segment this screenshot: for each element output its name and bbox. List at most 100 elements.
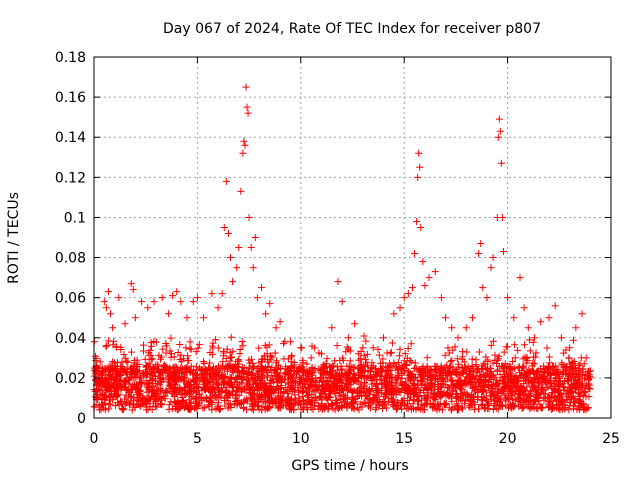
data-point-dense xyxy=(237,388,245,396)
data-point-dense xyxy=(133,363,141,371)
data-point xyxy=(249,264,257,272)
data-point xyxy=(578,310,586,318)
data-point xyxy=(100,298,108,306)
data-point-dense xyxy=(260,398,268,406)
data-point-dense xyxy=(109,358,117,366)
data-point-dense xyxy=(282,369,290,377)
data-point-dense xyxy=(131,380,139,388)
data-point-dense xyxy=(393,380,401,388)
data-point-dense xyxy=(129,400,137,408)
data-point xyxy=(572,324,580,332)
data-point-dense xyxy=(563,395,571,403)
data-point-dense xyxy=(207,378,215,386)
data-point xyxy=(334,278,342,286)
data-point-dense xyxy=(389,385,397,393)
data-point-dense xyxy=(255,405,263,413)
data-point-dense xyxy=(345,367,353,375)
y-tick-label: 0.16 xyxy=(55,90,86,106)
data-point-dense xyxy=(177,364,185,372)
data-point-dense xyxy=(288,352,296,360)
data-point-dense xyxy=(139,347,147,355)
data-point-dense xyxy=(545,369,553,377)
data-point-dense xyxy=(147,342,155,350)
x-tick-label: 20 xyxy=(499,431,517,447)
data-point-dense xyxy=(105,396,113,404)
data-point-dense xyxy=(284,379,292,387)
y-tick-label: 0.08 xyxy=(55,251,86,267)
data-point xyxy=(109,324,117,332)
data-point-dense xyxy=(375,351,383,359)
data-point-dense xyxy=(193,372,201,380)
data-point-dense xyxy=(241,386,249,394)
data-point-dense xyxy=(159,393,167,401)
data-point-dense xyxy=(163,388,171,396)
data-point-dense xyxy=(214,399,222,407)
data-point-dense xyxy=(180,398,188,406)
data-point xyxy=(489,254,497,262)
data-point-dense xyxy=(563,363,571,371)
data-point-dense xyxy=(107,375,115,383)
data-point-dense xyxy=(236,350,244,358)
data-point-dense xyxy=(144,397,152,405)
data-point-dense xyxy=(363,394,371,402)
data-point-dense xyxy=(520,374,528,382)
data-point-dense xyxy=(336,376,344,384)
data-point-dense xyxy=(526,405,534,413)
data-point xyxy=(177,298,185,306)
data-point-dense xyxy=(212,405,220,413)
data-point-dense xyxy=(333,341,341,349)
data-point-dense xyxy=(298,375,306,383)
data-point-dense xyxy=(165,376,173,384)
data-point xyxy=(462,324,470,332)
data-point-dense xyxy=(268,353,276,361)
data-point-dense xyxy=(274,361,282,369)
data-point-dense xyxy=(336,356,344,364)
data-point xyxy=(173,288,181,296)
data-point-dense xyxy=(511,396,519,404)
data-point xyxy=(495,115,503,123)
data-point-dense xyxy=(308,397,316,405)
data-point-dense xyxy=(187,382,195,390)
data-point-dense xyxy=(121,377,129,385)
x-tick-label: 0 xyxy=(90,431,99,447)
data-point-dense xyxy=(498,401,506,409)
data-point-dense xyxy=(130,357,138,365)
data-point xyxy=(144,304,152,312)
data-point xyxy=(127,280,135,288)
data-point-dense xyxy=(217,388,225,396)
data-point-dense xyxy=(445,349,453,357)
data-point-dense xyxy=(225,389,233,397)
data-point-dense xyxy=(318,378,326,386)
data-point-dense xyxy=(148,376,156,384)
data-point xyxy=(369,344,377,352)
data-point-dense xyxy=(163,342,171,350)
data-point-dense xyxy=(333,371,341,379)
data-point-dense xyxy=(472,356,480,364)
data-point-dense xyxy=(361,400,369,408)
data-point-dense xyxy=(388,379,396,387)
data-point-dense xyxy=(431,395,439,403)
data-point-dense xyxy=(349,389,357,397)
data-point xyxy=(483,294,491,302)
data-point-dense xyxy=(361,374,369,382)
data-point-dense xyxy=(477,401,485,409)
data-point-dense xyxy=(552,371,560,379)
data-point-dense xyxy=(533,404,541,412)
data-point-dense xyxy=(276,365,284,373)
data-point-dense xyxy=(301,400,309,408)
data-point-dense xyxy=(472,383,480,391)
data-point-dense xyxy=(240,399,248,407)
data-point xyxy=(266,300,274,308)
data-point-dense xyxy=(349,364,357,372)
data-point-dense xyxy=(431,389,439,397)
data-point-dense xyxy=(299,392,307,400)
y-tick-label: 0.14 xyxy=(55,130,86,146)
data-point-dense xyxy=(349,374,357,382)
data-point-dense xyxy=(442,400,450,408)
data-point-dense xyxy=(337,366,345,374)
data-point-dense xyxy=(102,343,110,351)
data-point xyxy=(400,294,408,302)
data-point-dense xyxy=(339,372,347,380)
data-point-dense xyxy=(346,357,354,365)
data-point-dense xyxy=(457,371,465,379)
